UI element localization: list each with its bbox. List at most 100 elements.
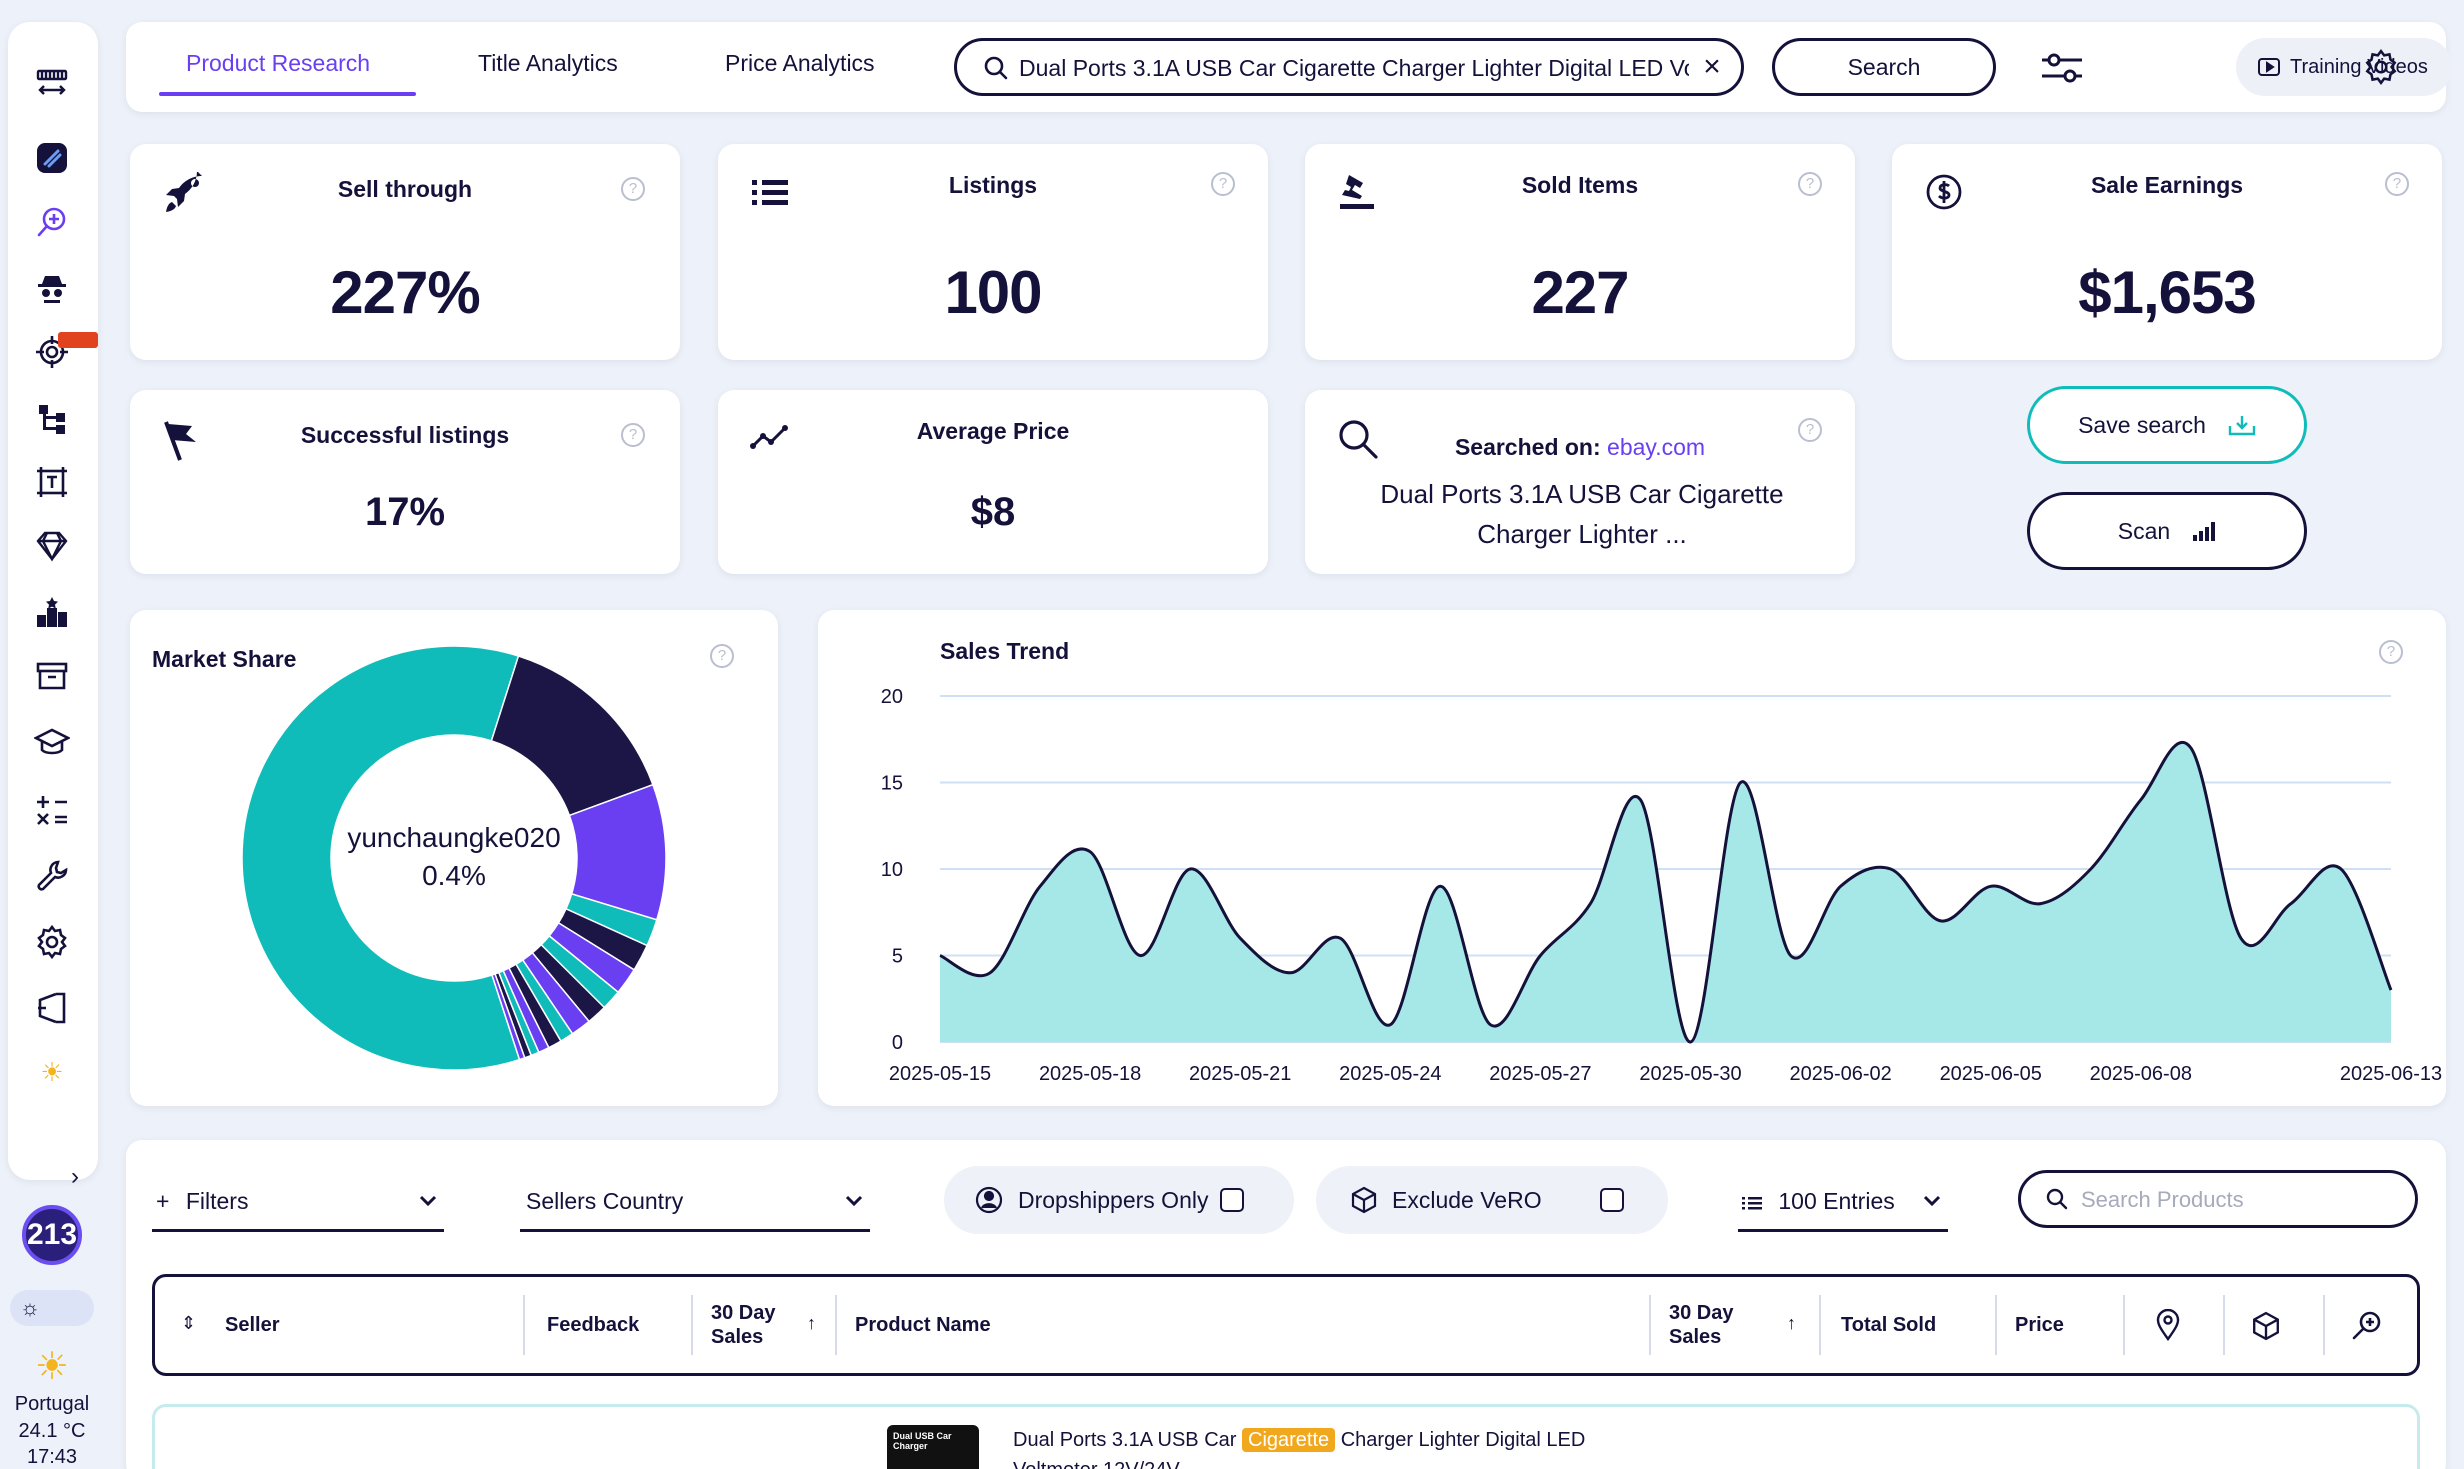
ebay-link[interactable]: ebay.com — [1607, 434, 1706, 460]
col-seller[interactable]: Seller — [225, 1314, 280, 1336]
archive-icon[interactable] — [28, 652, 76, 700]
globe-person-icon — [975, 1186, 1003, 1214]
col-product-name[interactable]: Product Name — [855, 1314, 991, 1336]
help-icon[interactable]: ? — [1211, 172, 1235, 196]
calculator-icon[interactable] — [28, 786, 76, 834]
y-tick-label: 5 — [892, 946, 903, 968]
clear-search-icon[interactable]: × — [1703, 50, 1721, 83]
entries-label: 100 Entries — [1778, 1188, 1895, 1214]
video-icon — [2258, 58, 2280, 76]
scan-button[interactable]: Scan — [2027, 492, 2307, 570]
list-icon — [752, 180, 788, 205]
diamond-icon[interactable] — [28, 522, 76, 570]
sort-icon[interactable]: ⇕ — [181, 1313, 197, 1333]
x-tick-label: 2025-05-27 — [1489, 1063, 1591, 1085]
searched-on-label: Searched on: — [1454, 434, 1601, 460]
logout-icon[interactable] — [28, 984, 76, 1032]
help-icon[interactable]: ? — [710, 644, 734, 668]
help-icon[interactable]: ? — [1798, 172, 1822, 196]
save-search-button[interactable]: Save search — [2027, 386, 2307, 464]
help-icon[interactable]: ? — [1798, 418, 1822, 442]
top-bar: Product Research Title Analytics Price A… — [126, 22, 2452, 112]
training-videos-button[interactable]: Training Videos — [2236, 38, 2452, 96]
dropshippers-only-label: Dropshippers Only — [1018, 1186, 1209, 1213]
dropshippers-only-checkbox[interactable] — [1220, 1188, 1245, 1212]
tools-icon[interactable] — [28, 852, 76, 900]
column-divider — [1995, 1295, 1997, 1355]
tab-price-analytics[interactable]: Price Analytics — [725, 50, 875, 76]
chevron-down-icon — [419, 1195, 437, 1207]
market-share-donut[interactable] — [130, 610, 778, 1106]
help-icon[interactable]: ? — [621, 177, 645, 201]
tab-title-analytics[interactable]: Title Analytics — [478, 50, 618, 76]
col-price[interactable]: Price — [2015, 1314, 2064, 1336]
col-30-day-sales-2[interactable]: 30 Day Sales — [1669, 1302, 1734, 1348]
competitor-spy-icon[interactable] — [28, 264, 76, 312]
light-mode-icon[interactable]: ☀ — [40, 1056, 64, 1087]
weather-location: Portugal — [14, 1393, 90, 1415]
dollar-icon — [1926, 174, 1962, 210]
tab-product-research[interactable]: Product Research — [186, 50, 371, 76]
help-icon[interactable]: ? — [621, 423, 645, 447]
column-divider — [2223, 1295, 2225, 1355]
x-tick-label: 2025-06-08 — [2090, 1063, 2192, 1085]
sales-trend-line — [939, 740, 2393, 1044]
x-tick-label: 2025-06-13 — [2340, 1063, 2442, 1085]
credits-badge[interactable]: 213 — [22, 1205, 82, 1265]
x-tick-label: 2025-05-15 — [889, 1063, 991, 1085]
inbox-download-icon — [2228, 416, 2256, 436]
col-feedback[interactable]: Feedback — [547, 1314, 640, 1336]
sold-items-card: Sold Items ? 227 — [1305, 144, 1855, 360]
col-30-day-sales[interactable]: 30 Day Sales — [711, 1302, 776, 1348]
table-row[interactable]: Dual USB Car Charger Dual Ports 3.1A USB… — [152, 1404, 2420, 1469]
title-builder-icon[interactable] — [28, 458, 76, 506]
x-tick-label: 2025-05-18 — [1039, 1063, 1141, 1085]
col-total-sold[interactable]: Total Sold — [1841, 1314, 1937, 1336]
average-price-value: $8 — [970, 490, 1016, 534]
donut-slice-1[interactable] — [490, 655, 654, 817]
sellers-country-dropdown[interactable]: Sellers Country — [520, 1188, 870, 1232]
help-icon[interactable]: ? — [2379, 640, 2403, 664]
exclude-vero-checkbox[interactable] — [1599, 1188, 1624, 1212]
filters-dropdown[interactable]: + Filters — [152, 1188, 444, 1232]
donut-slice-14[interactable] — [491, 972, 526, 1061]
weather-sun-icon: ☀ — [34, 1346, 70, 1388]
product-research-icon[interactable] — [28, 198, 76, 246]
help-icon[interactable]: ? — [2385, 172, 2409, 196]
sliders-icon[interactable] — [2040, 50, 2084, 86]
entries-dropdown[interactable]: 100 Entries — [1738, 1188, 1948, 1232]
settings-icon[interactable] — [28, 918, 76, 966]
academy-icon[interactable] — [28, 718, 76, 766]
theme-toggle[interactable]: ☼ — [10, 1290, 94, 1326]
dropshippers-only-toggle[interactable]: Dropshippers Only — [944, 1166, 1294, 1234]
product-thumbnail[interactable]: Dual USB Car Charger — [887, 1425, 979, 1469]
category-tree-icon[interactable] — [28, 394, 76, 442]
sellers-country-label: Sellers Country — [526, 1188, 684, 1214]
leaderboard-icon[interactable] — [28, 588, 76, 636]
y-tick-label: 20 — [881, 686, 903, 708]
search-button[interactable]: Search — [1772, 38, 1996, 96]
box-icon — [2253, 1311, 2279, 1341]
target-icon[interactable] — [28, 328, 76, 376]
exclude-vero-toggle[interactable]: Exclude VeRO — [1316, 1166, 1668, 1234]
product-search-input[interactable] — [1019, 53, 1689, 83]
product-name[interactable]: Dual Ports 3.1A USB Car Cigarette Charge… — [1013, 1425, 1613, 1469]
app-logo-icon[interactable] — [28, 134, 76, 182]
x-tick-label: 2025-05-24 — [1339, 1063, 1441, 1085]
sort-up-icon[interactable]: ↑ — [807, 1313, 816, 1333]
rocket-icon — [166, 172, 202, 212]
sold-items-value: 227 — [1531, 259, 1629, 326]
x-tick-label: 2025-06-02 — [1789, 1063, 1891, 1085]
search-products-input[interactable] — [2081, 1185, 2401, 1215]
sort-up-icon[interactable]: ↑ — [1787, 1313, 1796, 1333]
searched-on-title: Searched on: ebay.com — [1305, 434, 1855, 461]
swap-icon[interactable] — [28, 58, 76, 106]
box-icon — [1351, 1186, 1377, 1214]
column-divider — [1819, 1295, 1821, 1355]
sidebar-expand-button[interactable]: › — [71, 1163, 79, 1190]
sell-through-card: Sell through ? 227% — [130, 144, 680, 360]
donut-slice-0[interactable] — [241, 645, 521, 1071]
sales-trend-chart[interactable]: 0 5 10 15 20 2025-05-15 2025-05-18 2025-05-21 20… — [818, 610, 2446, 1106]
research-icon — [2352, 1311, 2381, 1340]
gear-icon[interactable] — [2362, 48, 2400, 86]
